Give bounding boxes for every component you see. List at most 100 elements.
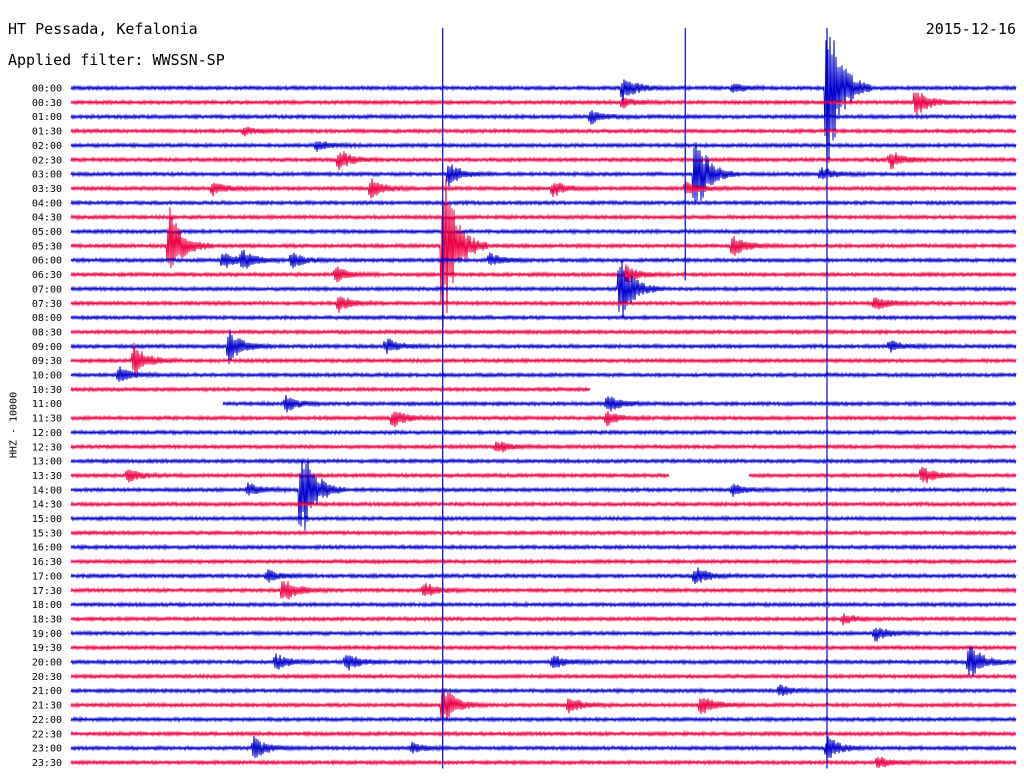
row-time-label: 01:30	[32, 127, 62, 138]
trace-row	[70, 385, 591, 393]
row-time-label: 08:30	[32, 327, 62, 338]
trace-row	[70, 260, 1017, 318]
row-time-label: 09:30	[32, 356, 62, 367]
trace-row	[70, 514, 1017, 523]
row-time-label: 00:00	[32, 84, 62, 95]
row-time-label: 09:00	[32, 342, 62, 353]
trace-row	[70, 110, 1017, 125]
trace-row	[70, 613, 1017, 626]
trace-row	[70, 557, 1017, 566]
row-time-label: 06:00	[32, 256, 62, 267]
trace-row	[70, 199, 1017, 207]
row-time-label: 13:00	[32, 457, 62, 468]
row-time-label: 21:30	[32, 701, 62, 712]
trace-row	[70, 715, 1017, 724]
row-time-label: 03:00	[32, 170, 62, 181]
row-time-label: 19:30	[32, 643, 62, 654]
row-time-label: 16:00	[32, 543, 62, 554]
trace-row	[70, 329, 1017, 365]
row-time-label: 00:30	[32, 98, 62, 109]
row-time-label: 07:30	[32, 299, 62, 310]
trace-row	[70, 328, 1017, 336]
trace-row	[70, 736, 1017, 761]
trace-row	[70, 441, 1017, 453]
trace-row	[70, 178, 1017, 199]
row-time-label: 04:30	[32, 213, 62, 224]
trace-row	[70, 213, 1017, 221]
trace-row	[70, 684, 1017, 696]
row-time-label: 17:30	[32, 586, 62, 597]
row-time-label: 03:30	[32, 184, 62, 195]
trace-row	[70, 178, 1017, 328]
trace-row	[70, 126, 1017, 137]
trace-row	[70, 500, 1017, 508]
row-time-label: 18:00	[32, 600, 62, 611]
row-time-label: 10:00	[32, 371, 62, 382]
filter-label: Applied filter: WWSSN-SP	[8, 51, 225, 69]
row-time-label: 22:30	[32, 729, 62, 740]
trace-row	[222, 394, 1017, 413]
row-time-label: 21:00	[32, 686, 62, 697]
row-time-label: 18:30	[32, 614, 62, 625]
row-time-label: 22:00	[32, 715, 62, 726]
trace-row	[70, 644, 1017, 652]
trace-row	[70, 600, 1017, 609]
trace-group	[70, 28, 1017, 769]
trace-row	[70, 466, 1017, 484]
row-time-label: 12:30	[32, 442, 62, 453]
row-time-label: 20:30	[32, 672, 62, 683]
trace-row	[70, 249, 1017, 269]
row-time-label: 02:00	[32, 141, 62, 152]
row-time-label: 13:30	[32, 471, 62, 482]
trace-row	[70, 342, 1017, 377]
trace-row	[70, 36, 1017, 173]
row-time-label: 15:30	[32, 528, 62, 539]
row-time-label: 05:00	[32, 227, 62, 238]
record-date: 2015-12-16	[925, 20, 1016, 38]
row-time-label: 05:30	[32, 241, 62, 252]
trace-row	[70, 410, 1017, 428]
row-time-label: 02:30	[32, 155, 62, 166]
trace-row	[70, 581, 1017, 600]
row-time-label: 16:30	[32, 557, 62, 568]
row-time-label: 20:00	[32, 658, 62, 669]
row-time-label: 19:00	[32, 629, 62, 640]
trace-row	[70, 646, 1017, 677]
trace-row	[70, 529, 1017, 537]
row-time-label: 14:30	[32, 500, 62, 511]
trace-row	[70, 457, 1017, 465]
row-time-label: 07:00	[32, 284, 62, 295]
trace-row	[70, 92, 1017, 115]
row-time-label: 12:00	[32, 428, 62, 439]
row-time-label: 11:00	[32, 399, 62, 410]
trace-row	[70, 141, 1017, 202]
trace-row	[70, 227, 1017, 236]
trace-row	[70, 313, 1017, 322]
trace-row	[70, 458, 1017, 531]
trace-row	[70, 690, 1017, 725]
trace-row	[70, 366, 1017, 382]
row-time-label: 01:00	[32, 112, 62, 123]
row-time-label: 14:00	[32, 485, 62, 496]
trace-row	[70, 151, 1017, 171]
row-time-label: 06:30	[32, 270, 62, 281]
trace-row	[70, 141, 1017, 152]
trace-row	[70, 543, 1017, 551]
station-title: HT Pessada, Kefalonia	[8, 20, 198, 38]
trace-row	[70, 296, 1017, 313]
row-time-label: 23:30	[32, 758, 62, 769]
trace-row	[70, 567, 1017, 584]
row-time-label: 04:00	[32, 198, 62, 209]
trace-row	[70, 264, 1017, 283]
row-time-label: 08:00	[32, 313, 62, 324]
row-time-label: 23:00	[32, 744, 62, 755]
time-labels: 00:00 00:30 01:00 01:30 02:00 02:30 03:00 03:30…	[32, 84, 62, 769]
trace-row	[70, 730, 1017, 738]
trace-row	[70, 672, 1017, 680]
trace-row	[70, 627, 1017, 642]
trace-row	[70, 428, 1017, 436]
row-time-label: 11:30	[32, 414, 62, 425]
row-time-label: 10:30	[32, 385, 62, 396]
row-time-label: 15:00	[32, 514, 62, 525]
